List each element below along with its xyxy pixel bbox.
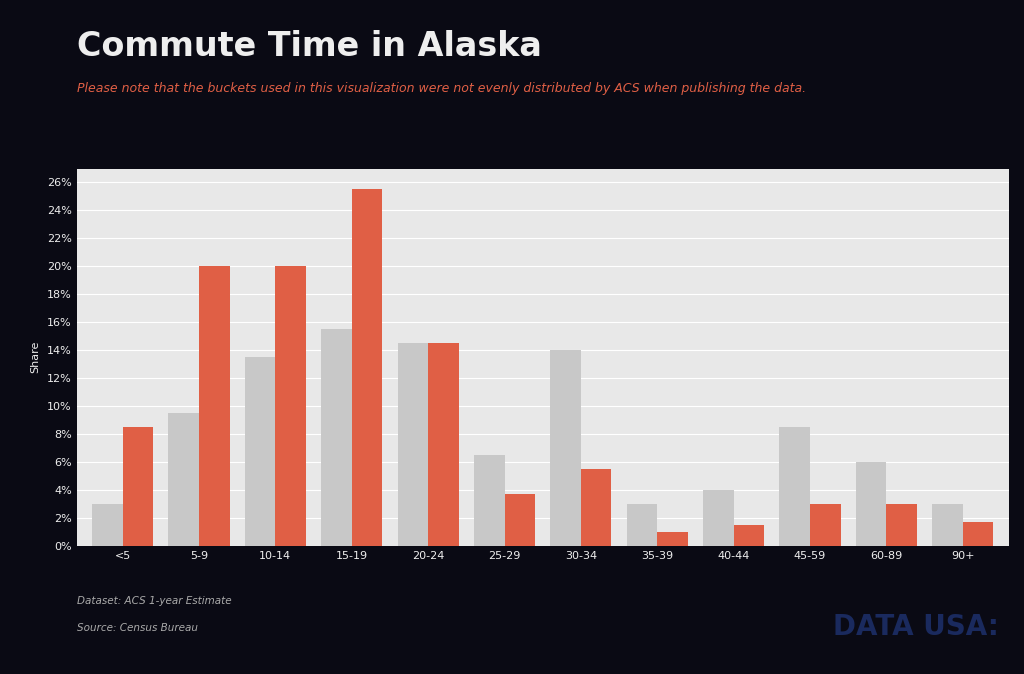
Bar	[428, 343, 459, 546]
Text: DATA USA:: DATA USA:	[833, 613, 998, 642]
Bar	[322, 330, 352, 546]
Bar	[856, 462, 887, 546]
Bar	[123, 427, 154, 546]
Bar	[963, 522, 993, 546]
Bar	[550, 350, 581, 546]
Bar	[397, 343, 428, 546]
Text: Dataset: ACS 1-year Estimate: Dataset: ACS 1-year Estimate	[77, 596, 231, 607]
Bar	[352, 189, 382, 546]
Bar	[581, 469, 611, 546]
Bar	[779, 427, 810, 546]
Bar	[932, 504, 963, 546]
Bar	[199, 266, 229, 546]
Bar	[505, 494, 536, 546]
Bar	[169, 413, 199, 546]
Text: Source: Census Bureau: Source: Census Bureau	[77, 623, 198, 634]
Text: Please note that the buckets used in this visualization were not evenly distribu: Please note that the buckets used in thi…	[77, 82, 806, 95]
Bar	[92, 504, 123, 546]
Bar	[703, 490, 733, 546]
Bar	[627, 504, 657, 546]
Bar	[887, 504, 916, 546]
Text: Commute Time in Alaska: Commute Time in Alaska	[77, 30, 542, 63]
Bar	[245, 357, 275, 546]
Bar	[474, 455, 505, 546]
Y-axis label: Share: Share	[30, 341, 40, 373]
Bar	[733, 525, 764, 546]
Bar	[810, 504, 841, 546]
Bar	[275, 266, 306, 546]
Bar	[657, 532, 688, 546]
